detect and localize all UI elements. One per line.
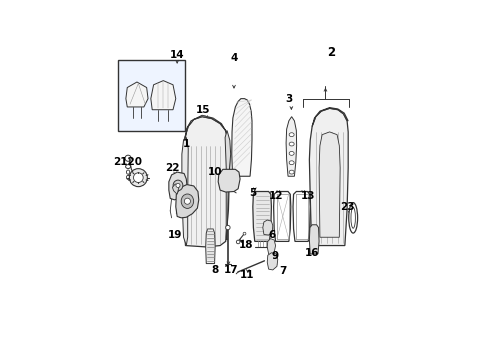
- Polygon shape: [309, 225, 319, 254]
- Polygon shape: [125, 82, 148, 107]
- Ellipse shape: [225, 225, 230, 230]
- Text: 13: 13: [301, 191, 315, 201]
- Text: 1: 1: [183, 139, 189, 149]
- Text: 11: 11: [240, 270, 254, 280]
- Ellipse shape: [288, 161, 293, 165]
- Text: 2: 2: [326, 46, 334, 59]
- Polygon shape: [183, 117, 229, 247]
- Text: 15: 15: [195, 105, 210, 115]
- Polygon shape: [285, 117, 296, 176]
- Text: 9: 9: [271, 251, 278, 261]
- Ellipse shape: [184, 198, 190, 204]
- Text: 8: 8: [211, 265, 219, 275]
- Ellipse shape: [125, 165, 130, 168]
- Ellipse shape: [173, 180, 183, 191]
- Text: 23: 23: [339, 202, 354, 212]
- Text: 16: 16: [305, 248, 319, 258]
- Polygon shape: [319, 132, 340, 237]
- Ellipse shape: [288, 133, 293, 136]
- Polygon shape: [273, 192, 290, 242]
- Polygon shape: [175, 185, 198, 218]
- Polygon shape: [224, 131, 230, 240]
- Ellipse shape: [288, 152, 293, 155]
- Ellipse shape: [125, 155, 131, 161]
- Ellipse shape: [133, 173, 143, 183]
- Text: 17: 17: [223, 265, 238, 275]
- Polygon shape: [267, 239, 275, 255]
- Ellipse shape: [176, 183, 180, 188]
- Polygon shape: [218, 169, 240, 192]
- Text: 18: 18: [238, 240, 252, 250]
- Ellipse shape: [288, 142, 293, 146]
- Polygon shape: [182, 138, 188, 246]
- Ellipse shape: [348, 203, 357, 233]
- Ellipse shape: [126, 175, 129, 179]
- Ellipse shape: [126, 170, 129, 174]
- Polygon shape: [252, 192, 271, 242]
- Text: 10: 10: [208, 167, 222, 177]
- Text: 4: 4: [230, 53, 237, 63]
- Polygon shape: [231, 99, 251, 176]
- Text: 2120: 2120: [113, 157, 142, 167]
- Polygon shape: [262, 220, 272, 235]
- Polygon shape: [267, 253, 277, 270]
- Text: 19: 19: [168, 230, 182, 240]
- Polygon shape: [168, 172, 186, 200]
- Ellipse shape: [236, 240, 240, 244]
- Text: 22: 22: [165, 163, 179, 174]
- Polygon shape: [150, 81, 175, 110]
- Polygon shape: [172, 184, 179, 194]
- Text: 7: 7: [279, 266, 286, 276]
- Text: 12: 12: [268, 191, 283, 201]
- Ellipse shape: [129, 168, 147, 186]
- Ellipse shape: [350, 207, 355, 228]
- Ellipse shape: [288, 170, 293, 174]
- Bar: [117, 60, 185, 131]
- Polygon shape: [292, 192, 309, 242]
- Polygon shape: [309, 108, 347, 246]
- Text: 3: 3: [285, 94, 292, 104]
- Ellipse shape: [243, 232, 245, 235]
- Ellipse shape: [181, 194, 193, 208]
- Polygon shape: [205, 229, 215, 264]
- Text: 14: 14: [169, 50, 184, 60]
- Text: 6: 6: [268, 230, 275, 240]
- Polygon shape: [183, 115, 228, 143]
- Polygon shape: [311, 108, 347, 126]
- Text: 5: 5: [249, 188, 256, 198]
